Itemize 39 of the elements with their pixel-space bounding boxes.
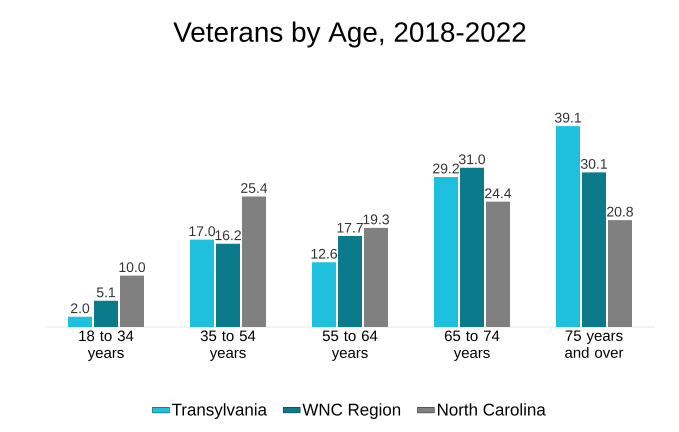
bar	[242, 196, 266, 327]
data-label: 30.1	[580, 158, 607, 169]
chart-title: Veterans by Age, 2018-2022	[173, 22, 526, 48]
data-label: 31.0	[458, 154, 486, 164]
bar	[486, 202, 510, 327]
legend-label: North Carolina	[438, 403, 546, 416]
data-label: 12.6	[311, 248, 337, 259]
bar	[68, 316, 92, 327]
bar	[338, 236, 362, 327]
bar	[94, 300, 118, 327]
x-tick-label: 35 to 54 years	[200, 330, 256, 361]
bar	[608, 220, 632, 327]
data-label: 39.1	[554, 112, 581, 123]
x-tick-label: 55 to 64 years	[322, 330, 378, 361]
bar	[190, 240, 214, 327]
data-label: 17.7	[337, 222, 363, 233]
data-label: 29.2	[433, 164, 459, 174]
data-label: 10.0	[119, 262, 146, 272]
bar	[460, 168, 484, 327]
bar	[120, 276, 144, 327]
data-label: 17.0	[189, 226, 216, 236]
data-label: 20.8	[607, 206, 633, 217]
bar	[556, 126, 580, 327]
bar	[216, 244, 240, 327]
data-label: 19.3	[363, 214, 389, 224]
x-tick-label: 65 to 74 years	[444, 330, 500, 361]
bar	[312, 262, 336, 327]
bar	[434, 176, 458, 327]
data-label: 24.4	[485, 188, 512, 198]
x-tick-label: 75 years and over	[565, 330, 624, 358]
bar	[582, 172, 606, 327]
legend-label: Transylvania	[172, 403, 267, 419]
bar	[364, 228, 388, 327]
data-label: 25.4	[241, 183, 268, 193]
x-tick-label: 18 to 34 years	[79, 330, 134, 361]
data-label: 16.2	[215, 230, 241, 240]
legend-label: WNC Region	[302, 403, 400, 419]
data-label: 5.1	[96, 288, 116, 298]
data-label: 2.0	[71, 303, 90, 314]
